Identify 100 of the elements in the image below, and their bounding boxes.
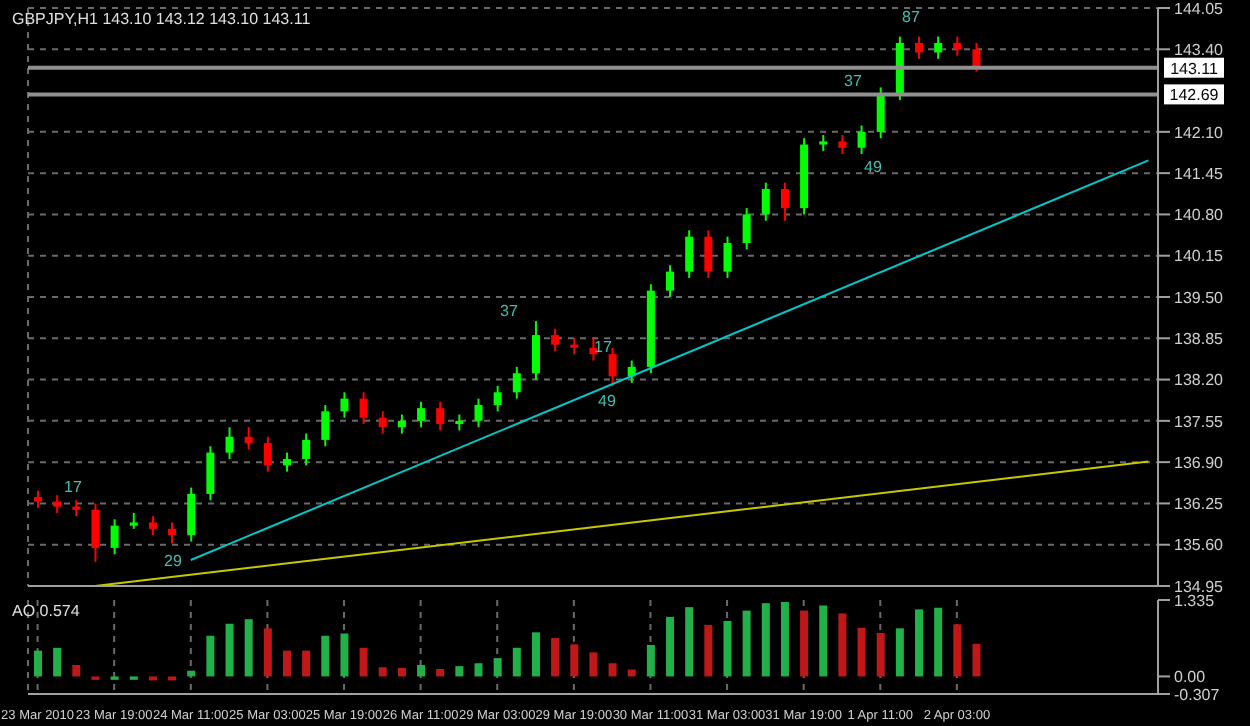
bar [72,664,81,677]
bar [455,666,464,677]
candlestick [206,445,215,502]
ref-line-label: 142.69 [1169,86,1220,105]
candlestick [359,391,368,426]
bar [474,663,483,677]
annotation: 37 [844,72,862,92]
candlestick [378,410,387,435]
candlestick [340,391,349,419]
bar [340,633,349,677]
bar [321,635,330,677]
candlestick [761,181,770,222]
candlestick [666,264,675,298]
bar [512,647,521,677]
bar [857,627,866,677]
y-tick-label: 143.40 [1174,40,1225,59]
bar [436,668,445,677]
annotation: 37 [500,302,518,322]
y-tick-label: -0.307 [1174,685,1221,704]
candlestick [168,521,177,545]
candlestick [608,346,617,387]
candlestick [263,435,272,473]
candlestick [436,400,445,432]
candlestick [417,400,426,429]
y-tick-label: 138.85 [1174,329,1225,348]
chart-title: AO 0.574 [12,602,80,620]
candlestick [244,426,253,451]
bar [761,603,770,677]
candlestick [282,451,291,473]
candlestick [972,41,981,73]
bar [206,635,215,677]
y-tick-label: 138.20 [1174,371,1225,390]
candlestick [838,134,847,156]
candlestick [474,397,483,429]
bar [934,607,943,677]
annotation: 49 [598,392,616,412]
bar [608,663,617,677]
candlestick [780,181,789,222]
annotation: 17 [594,338,612,358]
bar [225,623,234,677]
annotation: 49 [864,158,882,178]
y-tick-label: 134.95 [1174,577,1225,596]
bar [263,628,272,677]
candlestick [704,229,713,279]
bar [953,624,962,677]
bar [493,658,502,677]
bar [780,602,789,677]
y-tick-label: 136.90 [1174,453,1225,472]
bar [589,652,598,677]
annotation: 29 [164,552,182,572]
annotation: 17 [64,478,82,498]
candlestick [934,35,943,60]
y-tick-label: 136.25 [1174,495,1225,514]
y-tick-label: 135.60 [1174,536,1225,555]
candlestick [685,229,694,279]
bar [551,638,560,677]
bar [531,632,540,677]
candlestick [723,235,732,279]
bar [723,620,732,677]
y-tick-label: 140.15 [1174,247,1225,266]
candlestick [397,413,406,435]
candlestick [742,207,751,251]
bar [34,650,42,677]
bar [838,613,847,677]
candlestick [187,486,196,543]
y-tick-label: 140.80 [1174,206,1225,225]
candlestick [225,426,234,460]
candlestick [915,35,924,60]
bar [704,624,713,677]
y-tick-label: 137.55 [1174,412,1225,431]
chart-title: GBPJPY,H1 143.10 143.12 143.10 143.11 [12,10,311,28]
candlestick [321,403,330,448]
bar [570,644,579,677]
candlestick [110,518,119,556]
candlestick [551,327,560,352]
bar [397,667,406,677]
candlestick [302,432,311,467]
bar [282,650,291,677]
bar [895,628,904,677]
candlestick [953,35,962,57]
bar [819,605,828,677]
candlestick [148,515,157,537]
candlestick [857,124,866,156]
bar [359,647,368,677]
y-tick-label: 0.00 [1174,668,1207,687]
y-tick-label: 1.335 [1174,591,1216,610]
candlestick [876,86,885,140]
bar [53,647,62,677]
annotation: 87 [902,8,920,28]
bar [646,644,655,677]
bar [666,616,675,677]
candlestick [493,384,502,413]
y-tick-label: 142.10 [1174,123,1225,142]
ref-line-label: 143.11 [1170,59,1219,78]
bar [972,643,981,677]
bar [378,667,387,677]
bar [302,650,311,677]
bar [915,609,924,677]
bar [417,664,426,677]
y-tick-label: 139.50 [1174,288,1225,307]
